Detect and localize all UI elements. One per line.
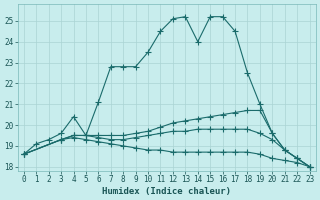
X-axis label: Humidex (Indice chaleur): Humidex (Indice chaleur) (102, 187, 231, 196)
